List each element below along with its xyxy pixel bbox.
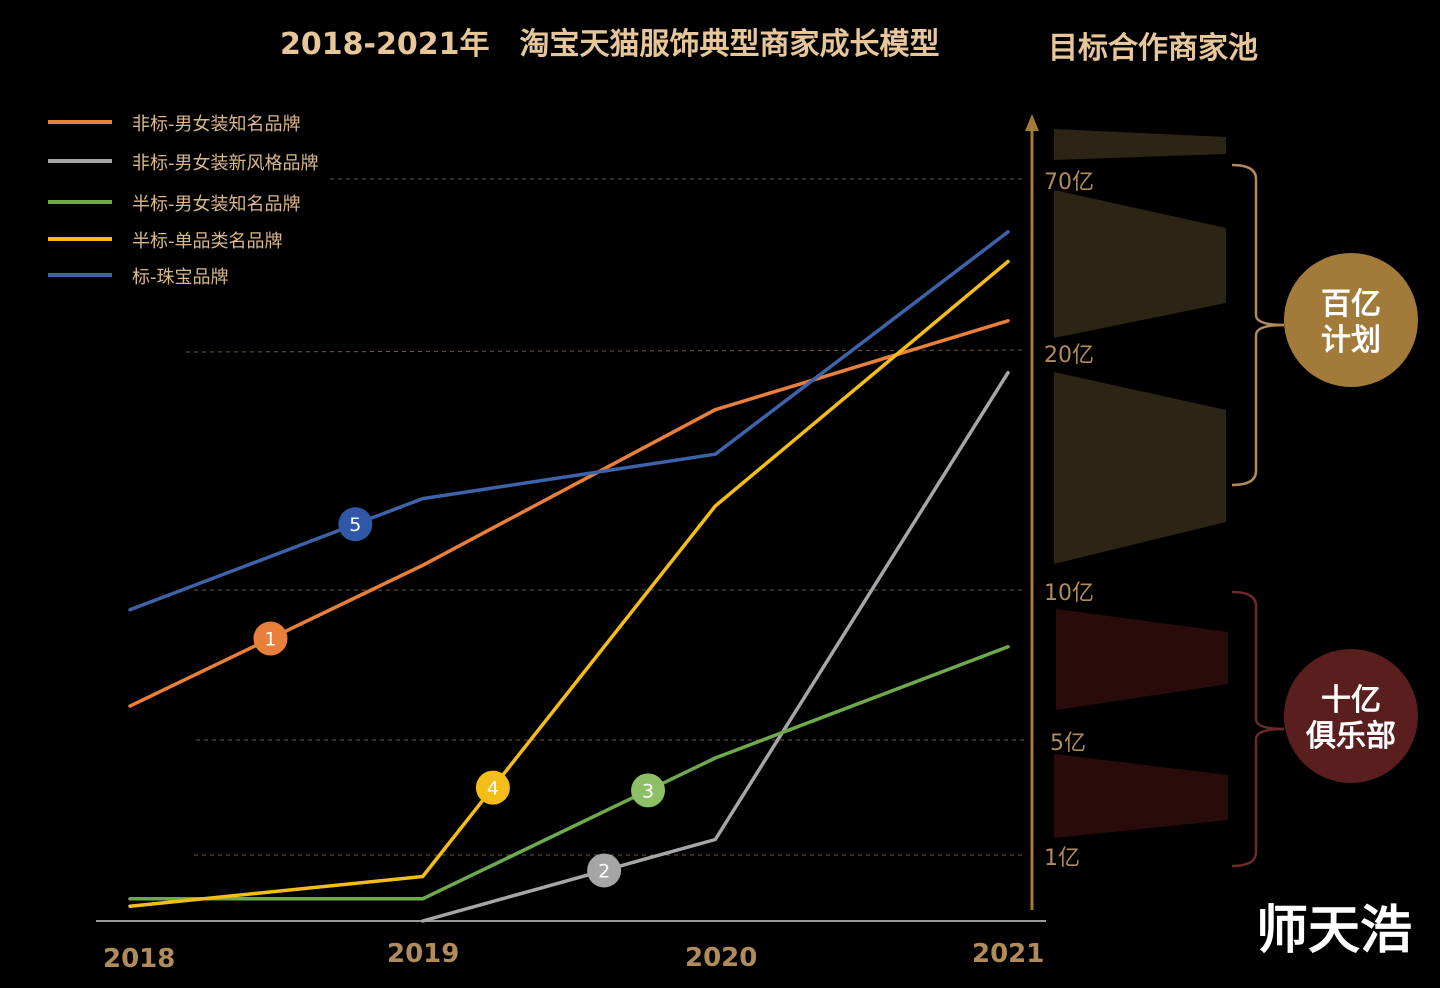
- tier-badge: [1284, 253, 1418, 387]
- x-tick-label: 2019: [387, 939, 459, 969]
- series-marker-label: 4: [487, 778, 499, 800]
- series-marker: [253, 621, 288, 656]
- series-marker-label: 2: [598, 860, 610, 882]
- side-title: 目标合作商家池: [1048, 31, 1258, 66]
- y-tick-label: 1亿: [1044, 846, 1080, 871]
- y-axis-arrow-icon: [1025, 114, 1039, 131]
- tier-bracket: [1231, 590, 1285, 868]
- series-line: [128, 230, 1010, 612]
- y-tick-label: 5亿: [1050, 731, 1086, 756]
- y-tick-label: 20亿: [1044, 343, 1094, 368]
- tier-shape: [1054, 372, 1226, 564]
- tier-shape: [1054, 190, 1226, 338]
- gridlines: 70亿 20亿 10亿 5亿 1亿: [185, 170, 1094, 871]
- legend-label: 非标-男女装新风格品牌: [132, 153, 319, 174]
- series-line: [128, 645, 1010, 901]
- tier-badge-label: 百亿: [1321, 287, 1381, 322]
- legend-label: 非标-男女装知名品牌: [132, 114, 301, 135]
- legend-label: 标-珠宝品牌: [132, 267, 229, 288]
- series-marker-label: 5: [349, 514, 361, 536]
- tier-badge: [1284, 649, 1418, 783]
- watermark: 师天浩: [1256, 901, 1412, 961]
- series-marker-label: 3: [642, 780, 654, 802]
- series-marker-label: 1: [264, 629, 276, 651]
- chart-title: 2018-2021年 淘宝天猫服饰典型商家成长模型: [280, 27, 939, 62]
- series-marker: [631, 773, 666, 808]
- series-marker: [338, 507, 373, 542]
- axes: 2018 2019 2020 2021: [96, 114, 1046, 974]
- legend-label: 半标-男女装知名品牌: [132, 194, 301, 215]
- x-tick-label: 2021: [972, 939, 1044, 969]
- tier-shape: [1056, 609, 1228, 710]
- tier-badge-label: 计划: [1321, 323, 1381, 358]
- series-marker: [587, 853, 622, 888]
- series-line: [420, 370, 1010, 923]
- y-tick-label: 10亿: [1044, 581, 1094, 606]
- x-tick-label: 2020: [685, 943, 757, 973]
- tier-badge-label: 十亿: [1321, 683, 1381, 718]
- legend-label: 半标-单品类名品牌: [132, 231, 283, 252]
- legend: 非标-男女装知名品牌非标-男女装新风格品牌半标-男女装知名品牌半标-单品类名品牌…: [48, 114, 319, 288]
- tier-shape: [1054, 754, 1228, 838]
- tier-badge-label: 俱乐部: [1305, 719, 1396, 754]
- tier-shape: [1054, 129, 1226, 160]
- series-group: 1 2 3 4 5: [128, 230, 1010, 923]
- x-tick-label: 2018: [103, 944, 175, 974]
- tier-bracket: [1231, 163, 1285, 487]
- series-marker: [475, 770, 510, 805]
- series-line: [128, 259, 1010, 908]
- y-tick-label: 70亿: [1044, 170, 1094, 195]
- tier-shapes: [1054, 129, 1285, 868]
